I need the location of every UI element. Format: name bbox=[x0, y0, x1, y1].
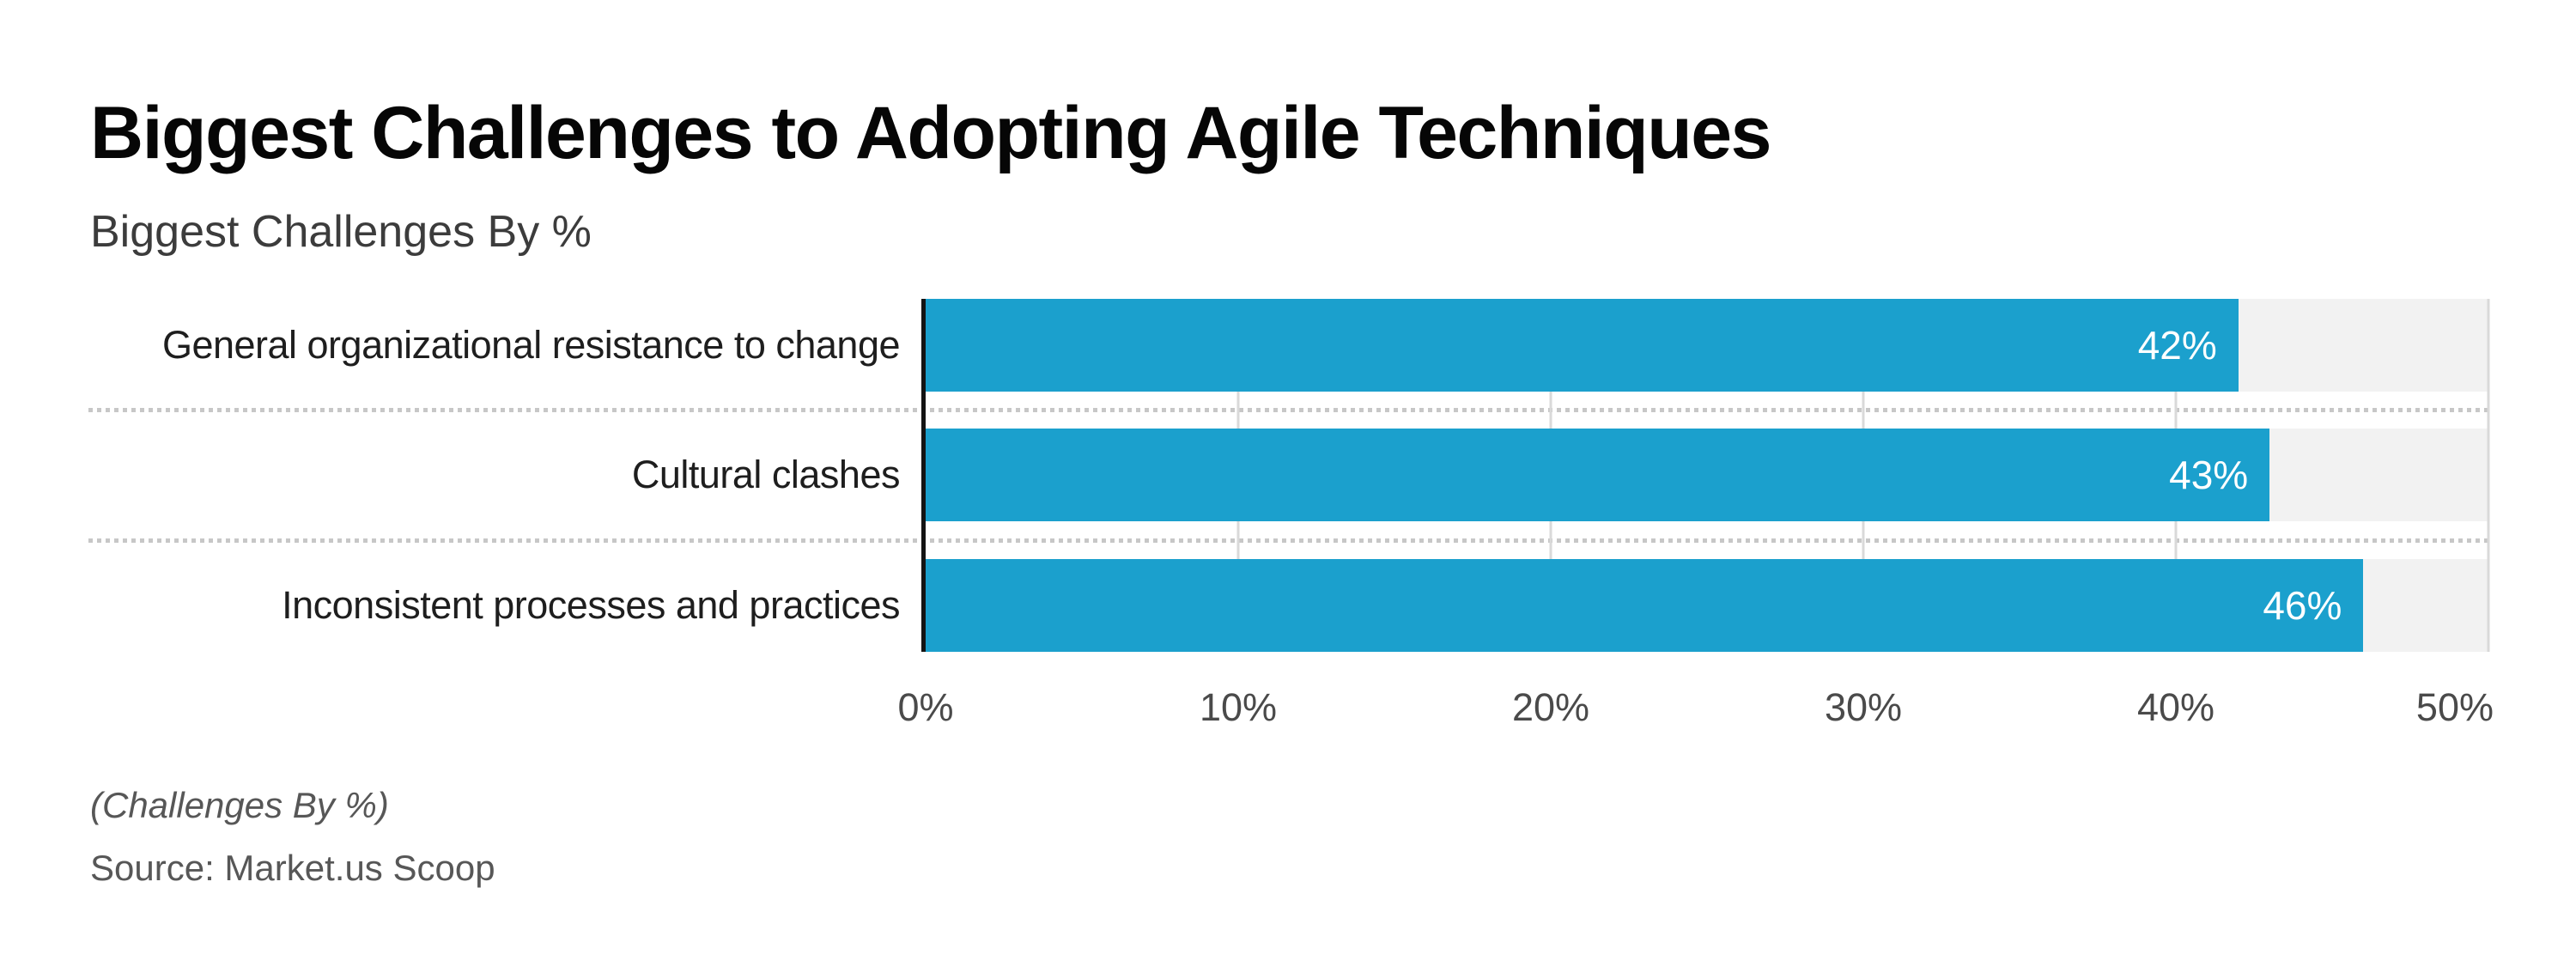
category-label: General organizational resistance to cha… bbox=[161, 323, 901, 367]
x-tick-label: 10% bbox=[1199, 685, 1278, 729]
bar-row: General organizational resistance to cha… bbox=[0, 299, 2576, 392]
source-attribution: Source: Market.us Scoop bbox=[90, 848, 495, 888]
gridline-50pct bbox=[2487, 299, 2490, 652]
bar: 43% bbox=[926, 429, 2270, 521]
bar-value-label: 46% bbox=[2263, 583, 2342, 628]
bar-chart-plot-area: General organizational resistance to cha… bbox=[0, 299, 2576, 652]
x-tick-label: 0% bbox=[897, 685, 954, 729]
x-tick-label: 20% bbox=[1511, 685, 1590, 729]
bar-value-label: 42% bbox=[2137, 323, 2217, 368]
row-separator-dotted bbox=[88, 408, 2488, 412]
bar: 46% bbox=[926, 559, 2364, 652]
row-separator-dotted bbox=[88, 538, 2488, 543]
category-label: Cultural clashes bbox=[631, 453, 901, 496]
x-tick-label: 40% bbox=[2136, 685, 2215, 729]
category-label: Inconsistent processes and practices bbox=[282, 583, 900, 627]
x-axis: 0% 10% 20% 30% 40% 50% bbox=[897, 684, 2494, 732]
chart-subtitle: Biggest Challenges By % bbox=[90, 207, 592, 257]
chart-title: Biggest Challenges to Adopting Agile Tec… bbox=[90, 92, 1771, 174]
y-axis-line bbox=[921, 299, 926, 652]
chart-footnote: (Challenges By %) bbox=[90, 785, 389, 825]
bar: 42% bbox=[926, 299, 2239, 392]
bar-value-label: 43% bbox=[2169, 453, 2249, 497]
bar-row: Cultural clashes 43% bbox=[0, 429, 2576, 521]
x-tick-label: 30% bbox=[1824, 685, 1903, 729]
x-tick-label: 50% bbox=[2415, 685, 2494, 729]
bar-row: Inconsistent processes and practices 46% bbox=[0, 559, 2576, 652]
